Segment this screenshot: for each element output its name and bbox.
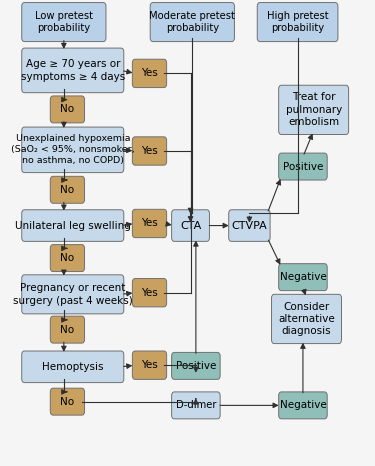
Text: No: No: [60, 185, 75, 195]
Text: Unexplained hypoxemia
(SaO₂ < 95%, nonsmoker,
no asthma, no COPD): Unexplained hypoxemia (SaO₂ < 95%, nonsm…: [11, 134, 135, 165]
Text: Yes: Yes: [141, 69, 158, 78]
Text: Low pretest
probability: Low pretest probability: [35, 11, 93, 33]
FancyBboxPatch shape: [279, 153, 327, 180]
Text: Yes: Yes: [141, 146, 158, 156]
FancyBboxPatch shape: [279, 392, 327, 419]
FancyBboxPatch shape: [172, 210, 210, 241]
Text: CTA: CTA: [180, 220, 201, 231]
FancyBboxPatch shape: [22, 210, 124, 241]
Text: Hemoptysis: Hemoptysis: [42, 362, 104, 372]
Text: CTVPA: CTVPA: [231, 220, 267, 231]
Text: Negative: Negative: [279, 272, 326, 282]
FancyBboxPatch shape: [132, 137, 166, 165]
Text: No: No: [60, 253, 75, 263]
Text: No: No: [60, 397, 75, 407]
Text: Positive: Positive: [283, 162, 323, 171]
FancyBboxPatch shape: [150, 2, 234, 41]
Text: Negative: Negative: [279, 400, 326, 411]
FancyBboxPatch shape: [132, 59, 166, 88]
FancyBboxPatch shape: [22, 127, 124, 172]
Text: Moderate pretest
probability: Moderate pretest probability: [149, 11, 235, 33]
FancyBboxPatch shape: [257, 2, 338, 41]
FancyBboxPatch shape: [172, 352, 220, 379]
FancyBboxPatch shape: [279, 85, 349, 135]
Text: Yes: Yes: [141, 360, 158, 370]
FancyBboxPatch shape: [50, 176, 84, 203]
Text: No: No: [60, 104, 75, 115]
Text: D-dimer: D-dimer: [176, 400, 216, 411]
FancyBboxPatch shape: [22, 351, 124, 383]
FancyBboxPatch shape: [229, 210, 270, 241]
FancyBboxPatch shape: [172, 392, 220, 419]
Text: Yes: Yes: [141, 288, 158, 298]
Text: Positive: Positive: [176, 361, 216, 371]
Text: Age ≥ 70 years or
symptoms ≥ 4 days: Age ≥ 70 years or symptoms ≥ 4 days: [21, 59, 125, 82]
Text: High pretest
probability: High pretest probability: [267, 11, 328, 33]
Text: Consider
alternative
diagnosis: Consider alternative diagnosis: [278, 302, 335, 336]
FancyBboxPatch shape: [22, 275, 124, 314]
FancyBboxPatch shape: [50, 388, 84, 415]
Text: Pregnancy or recent
surgery (past 4 weeks): Pregnancy or recent surgery (past 4 week…: [13, 283, 133, 306]
FancyBboxPatch shape: [50, 245, 84, 272]
FancyBboxPatch shape: [50, 316, 84, 343]
FancyBboxPatch shape: [279, 264, 327, 291]
FancyBboxPatch shape: [132, 351, 166, 379]
FancyBboxPatch shape: [22, 2, 106, 41]
FancyBboxPatch shape: [272, 295, 342, 343]
FancyBboxPatch shape: [132, 209, 166, 238]
Text: Treat for
pulmonary
embolism: Treat for pulmonary embolism: [285, 92, 342, 127]
FancyBboxPatch shape: [50, 96, 84, 123]
Text: Yes: Yes: [141, 219, 158, 228]
FancyBboxPatch shape: [132, 279, 166, 307]
FancyBboxPatch shape: [22, 48, 124, 93]
Text: Unilateral leg swelling: Unilateral leg swelling: [15, 220, 131, 231]
Text: No: No: [60, 325, 75, 335]
